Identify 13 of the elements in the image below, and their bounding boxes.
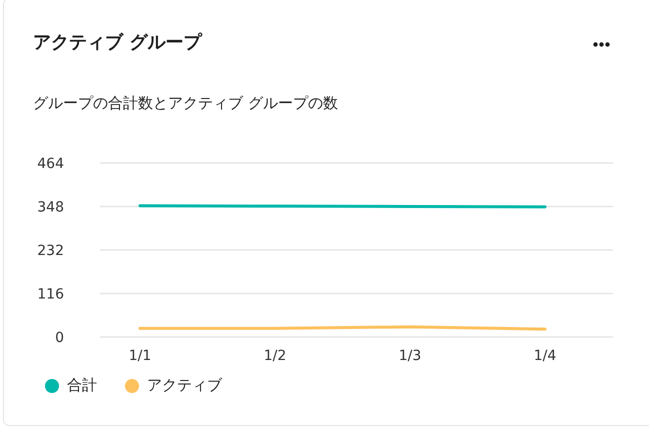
x-tick-label: 1/3 bbox=[398, 348, 422, 364]
y-tick-label: 348 bbox=[37, 199, 64, 216]
y-tick-label: 0 bbox=[55, 330, 64, 346]
chart-subtitle: グループの合計数とアクティブ グループの数 bbox=[33, 94, 338, 113]
x-tick-label: 1/1 bbox=[128, 348, 152, 364]
legend-label: アクティブ bbox=[147, 376, 222, 395]
y-tick-label: 232 bbox=[37, 242, 64, 259]
legend-label: 合計 bbox=[67, 376, 97, 395]
y-tick-label: 116 bbox=[37, 286, 64, 302]
chart-title: アクティブ グループ bbox=[33, 31, 202, 54]
x-tick-label: 1/2 bbox=[264, 348, 286, 364]
y-tick-label: 464 bbox=[37, 156, 64, 172]
x-tick-label: 1/4 bbox=[534, 348, 556, 364]
